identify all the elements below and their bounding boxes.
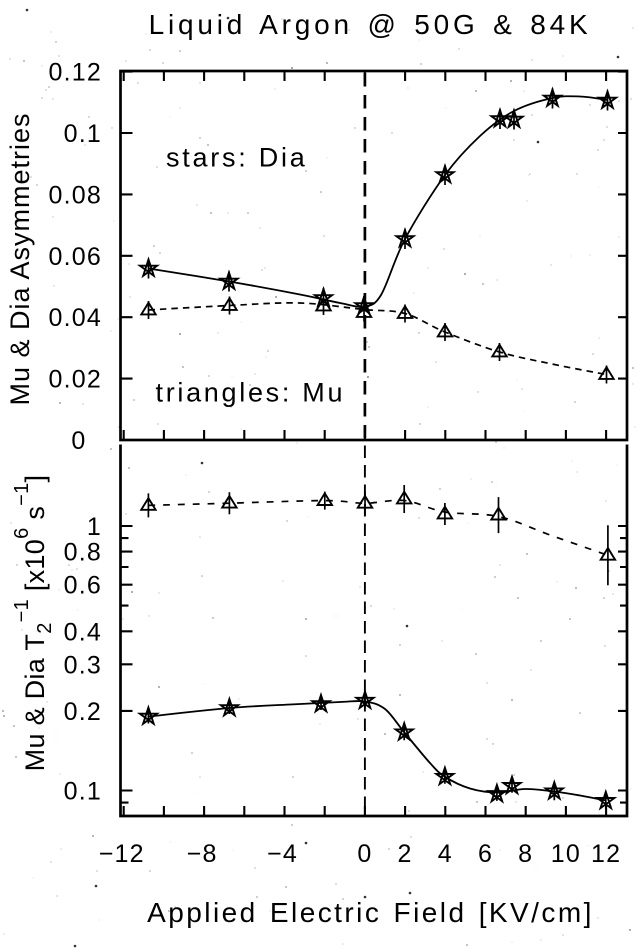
svg-text:−12: −12	[99, 840, 145, 868]
svg-text:0.08: 0.08	[49, 181, 102, 209]
svg-text:0.6: 0.6	[64, 572, 102, 600]
svg-text:0.4: 0.4	[64, 618, 102, 646]
svg-text:2: 2	[398, 840, 413, 868]
svg-text:0.2: 0.2	[64, 698, 102, 726]
svg-text:0.12: 0.12	[49, 59, 102, 87]
svg-text:6: 6	[478, 840, 493, 868]
svg-text:12: 12	[591, 840, 621, 868]
svg-text:10: 10	[551, 840, 581, 868]
svg-text:Liquid Argon @ 50G & 84K: Liquid Argon @ 50G & 84K	[149, 9, 592, 40]
svg-text:−8: −8	[187, 840, 218, 868]
svg-text:0.02: 0.02	[49, 366, 102, 394]
svg-text:0.8: 0.8	[64, 539, 102, 567]
svg-text:1: 1	[87, 513, 102, 541]
svg-text:4: 4	[438, 840, 453, 868]
svg-text:0.1: 0.1	[64, 120, 102, 148]
svg-text:Applied Electric Field [KV/: Applied Electric Field [KV/cm]	[147, 897, 594, 928]
svg-text:0: 0	[357, 840, 372, 868]
svg-text:8: 8	[518, 840, 533, 868]
svg-text:stars: Dia: stars: Dia	[166, 143, 308, 173]
svg-text:0.3: 0.3	[64, 651, 102, 679]
svg-text:−4: −4	[267, 840, 298, 868]
svg-text:0: 0	[71, 427, 86, 455]
svg-text:0.04: 0.04	[49, 304, 102, 332]
svg-text:Mu & Dia Asymmetries: Mu & Dia Asymmetries	[5, 112, 35, 405]
svg-text:triangles: Mu: triangles: Mu	[156, 378, 346, 408]
svg-text:0.1: 0.1	[64, 778, 102, 806]
svg-text:0.06: 0.06	[49, 243, 102, 271]
